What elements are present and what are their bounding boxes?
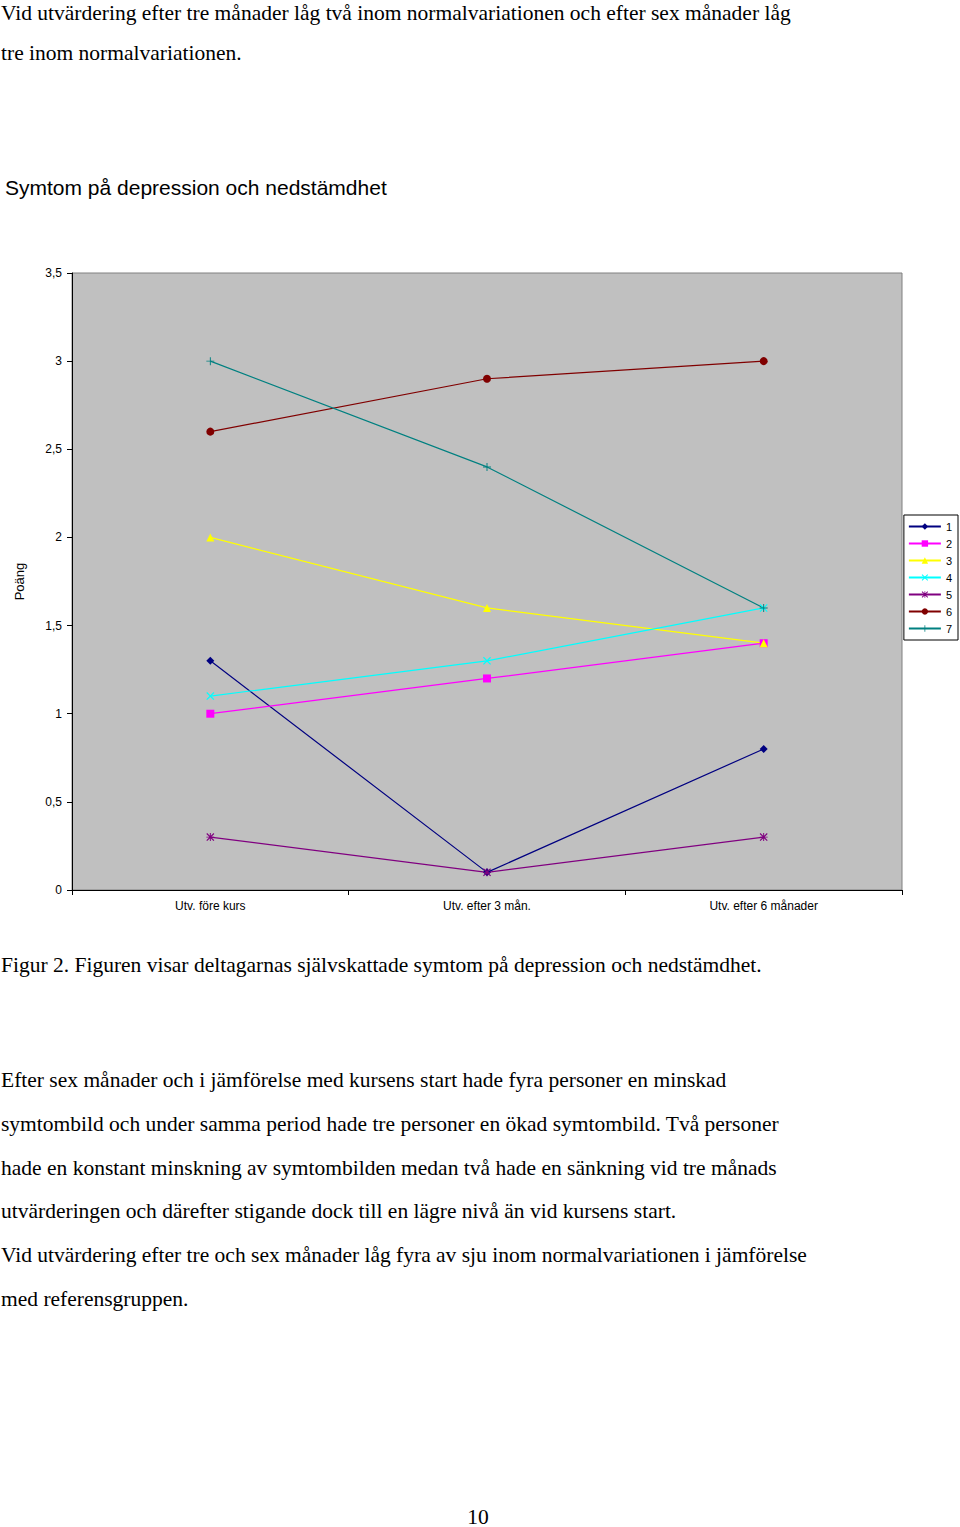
svg-text:5: 5 [946,589,952,601]
html-text:Figur 2. Figuren visar deltaga: Figur 2. Figuren visar deltagarnas själv… [1,953,762,977]
svg-text:Symtom på depression och nedst: Symtom på depression och nedstämdhet [5,176,387,199]
svg-text:0: 0 [55,883,62,897]
html-text:Vid utvärdering efter tre måna: Vid utvärdering efter tre månader låg tv… [1,1,791,25]
html-text:hade en konstant minskning av: hade en konstant minskning av symtombild… [1,1155,777,1180]
svg-text:3: 3 [55,354,62,368]
svg-text:2: 2 [55,530,62,544]
html-text:Efter sex månader och i jämför: Efter sex månader och i jämförelse med k… [1,1068,727,1092]
svg-text:Poäng: Poäng [12,563,27,601]
svg-text:1: 1 [55,707,62,721]
svg-text:1,5: 1,5 [45,619,62,633]
svg-text:Utv. före kurs: Utv. före kurs [175,899,245,913]
svg-text:2: 2 [946,538,952,550]
svg-text:4: 4 [946,572,952,584]
html-text:Vid utvärdering efter tre och: Vid utvärdering efter tre och sex månade… [1,1243,807,1268]
svg-text:1: 1 [946,521,952,533]
svg-text:Utv. efter 3 mån.: Utv. efter 3 mån. [443,899,531,913]
svg-text:3,5: 3,5 [45,266,62,280]
html-text:med referensgruppen.: med referensgruppen. [1,1287,189,1311]
svg-text:3: 3 [946,555,952,567]
html-text:symtombild och under samma per: symtombild och under samma period hade t… [1,1111,779,1136]
html-text:tre inom normalvariationen.: tre inom normalvariationen. [1,41,242,65]
svg-text:Utv. efter 6 månader: Utv. efter 6 månader [709,899,818,913]
svg-text:2,5: 2,5 [45,442,62,456]
svg-text:7: 7 [946,623,952,635]
html-text:utvärderingen och därefter sti: utvärderingen och därefter stigande dock… [1,1199,677,1224]
svg-text:0,5: 0,5 [45,795,62,809]
svg-text:6: 6 [946,606,952,618]
